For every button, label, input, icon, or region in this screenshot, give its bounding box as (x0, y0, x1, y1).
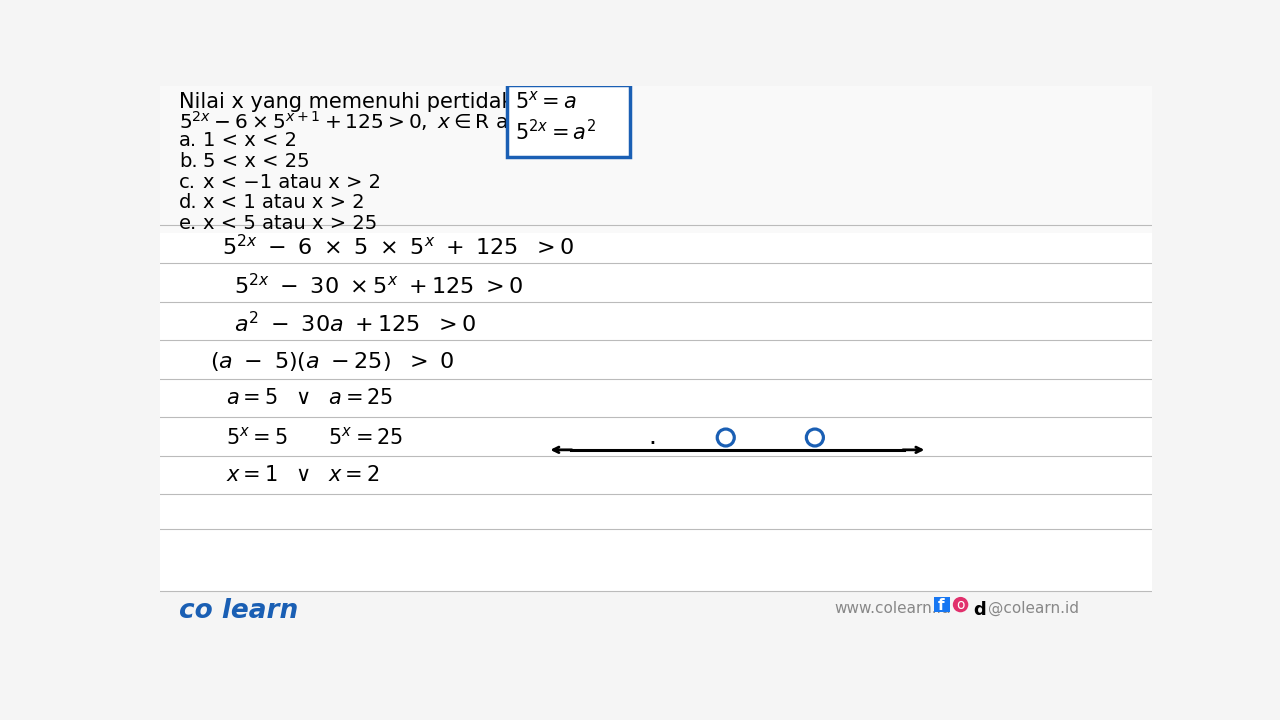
Text: x < −1 atau x > 2: x < −1 atau x > 2 (202, 173, 380, 192)
Circle shape (952, 597, 969, 612)
FancyBboxPatch shape (507, 85, 631, 157)
Text: $5^{2x}\ -\ 6\ \times\ 5\ \times\ 5^x\ +\ 125\ \ >0$: $5^{2x}\ -\ 6\ \times\ 5\ \times\ 5^x\ +… (221, 234, 575, 259)
FancyBboxPatch shape (160, 86, 1152, 590)
Text: .: . (648, 426, 657, 449)
Text: b.: b. (179, 152, 198, 171)
Text: $5^{2x} = a^2$: $5^{2x} = a^2$ (515, 119, 596, 144)
Text: $5^{2x}\ -\ 30\ \times 5^x\ +125\ >0$: $5^{2x}\ -\ 30\ \times 5^x\ +125\ >0$ (234, 273, 522, 298)
Text: $5^x = 5\qquad 5^x = 25$: $5^x = 5\qquad 5^x = 25$ (225, 427, 403, 449)
Text: co learn: co learn (179, 598, 298, 624)
Text: c.: c. (179, 173, 196, 192)
Text: $x = 1\ \ \vee\ \ x = 2$: $x = 1\ \ \vee\ \ x = 2$ (225, 465, 379, 485)
Text: @colearn.id: @colearn.id (988, 600, 1079, 616)
Text: $5^{2x} - 6 \times 5^{x+1} + 125 > 0,\ x \in \mathrm{R}\ \mathrm{adalah}\ .$: $5^{2x} - 6 \times 5^{x+1} + 125 > 0,\ x… (179, 109, 577, 133)
Text: www.colearn.id: www.colearn.id (835, 600, 951, 616)
Text: $a = 5\ \ \vee\ \ a = 25$: $a = 5\ \ \vee\ \ a = 25$ (225, 388, 393, 408)
Text: x < 5 atau x > 25: x < 5 atau x > 25 (202, 215, 376, 233)
FancyBboxPatch shape (934, 597, 950, 612)
Text: $(a\ -\ 5)(a\ -25)\ \ >\ 0$: $(a\ -\ 5)(a\ -25)\ \ >\ 0$ (210, 350, 454, 373)
Text: e.: e. (179, 215, 197, 233)
FancyBboxPatch shape (160, 86, 1152, 233)
Text: 1 < x < 2: 1 < x < 2 (202, 131, 297, 150)
Text: 5 < x < 25: 5 < x < 25 (202, 152, 310, 171)
Text: d.: d. (179, 194, 198, 212)
Text: a.: a. (179, 131, 197, 150)
Text: f: f (938, 598, 945, 613)
Text: Nilai x yang memenuhi pertidaksamaan: Nilai x yang memenuhi pertidaksamaan (179, 91, 596, 112)
Text: x < 1 atau x > 2: x < 1 atau x > 2 (202, 194, 365, 212)
Text: d: d (974, 600, 987, 618)
Text: $5^x = a$: $5^x = a$ (515, 90, 577, 112)
Text: o: o (956, 598, 965, 613)
Text: $a^2\ -\ 30a\ +125\ \ >0$: $a^2\ -\ 30a\ +125\ \ >0$ (234, 311, 476, 336)
